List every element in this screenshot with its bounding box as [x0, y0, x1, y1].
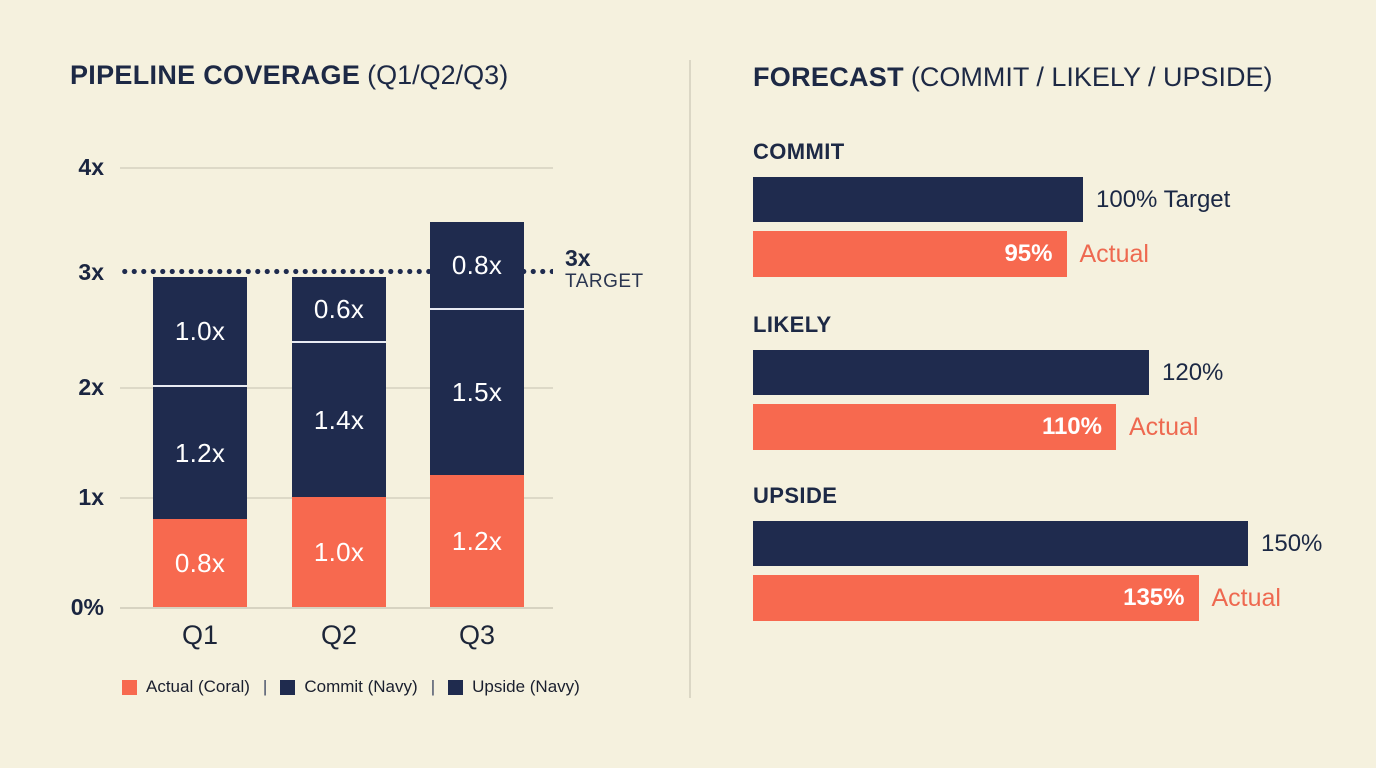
bar-segment-q3-actual: 1.2x [430, 475, 524, 607]
forecast-panel: FORECAST (COMMIT / LIKELY / UPSIDE) COMMI… [690, 0, 1376, 768]
target-annotation-value: 3x [565, 245, 591, 271]
legend-label-upside: Upside (Navy) [472, 677, 580, 696]
y-tick-1x: 1x [78, 484, 104, 510]
x-label-q3: Q3 [458, 620, 496, 650]
upside-actual-bar: 135% [753, 575, 1199, 621]
bar-segment-q3-commit: 1.5x [430, 310, 524, 475]
bar-segment-q2-actual: 1.0x [292, 497, 386, 607]
upside-actual-value: 135% [1123, 584, 1185, 611]
x-label-q1: Q1 [181, 620, 219, 650]
likely-actual-caption: Actual [1129, 412, 1199, 441]
likely-actual-value: 110% [1041, 413, 1102, 440]
legend-swatch-upside [448, 679, 464, 695]
pipeline-coverage-title-suffix: (Q1/Q2/Q3) [367, 60, 509, 90]
legend-separator: | [262, 677, 268, 696]
commit-target-row: 100% Target [753, 177, 1230, 222]
section-label-likely: LIKELY [753, 312, 832, 337]
bar-segment-label: 1.2x [451, 525, 503, 556]
legend: Actual (Coral) | Commit (Navy) | Upside … [122, 677, 580, 697]
panel-divider [689, 60, 691, 698]
y-tick-3x: 3x [78, 259, 104, 285]
x-label-q2: Q2 [320, 620, 358, 650]
commit-target-label: 100% Target [1096, 185, 1231, 213]
y-tick-0: 0% [70, 594, 104, 620]
pipeline-coverage-panel: PIPELINE COVERAGE (Q1/Q2/Q3) 4x 3x 2x 1x … [70, 60, 644, 697]
bar-segment-label: 1.5x [451, 377, 503, 407]
forecast-title-main: FORECAST [753, 62, 904, 92]
commit-actual-caption: Actual [1079, 239, 1149, 268]
target-line-3x [120, 268, 553, 275]
bar-segment-q1-upside: 1.0x [153, 277, 247, 387]
upside-target-bar [753, 521, 1248, 566]
legend-separator: | [430, 677, 436, 696]
bar-segment-label: 1.0x [313, 536, 365, 567]
section-label-commit: COMMIT [753, 139, 845, 164]
likely-target-bar [753, 350, 1149, 395]
commit-target-bar [753, 177, 1083, 222]
legend-label-actual: Actual (Coral) [146, 677, 250, 696]
y-tick-4x: 4x [78, 154, 104, 180]
bar-segment-q2-upside: 0.6x [292, 277, 386, 343]
likely-actual-row: 110% Actual [753, 404, 1198, 450]
forecast-title-suffix: (COMMIT / LIKELY / UPSIDE) [910, 62, 1273, 92]
stacked-bar-q1: 1.0x 1.2x 0.8x [153, 277, 247, 607]
pipeline-coverage-title: PIPELINE COVERAGE (Q1/Q2/Q3) [70, 60, 508, 91]
bar-segment-label: 0.8x [174, 547, 226, 578]
bar-segment-label: 1.4x [313, 404, 365, 435]
bar-segment-label: 1.0x [174, 315, 226, 346]
bar-segment-q1-commit: 1.2x [153, 387, 247, 519]
likely-target-label: 120% [1162, 358, 1224, 386]
upside-actual-row: 135% Actual [753, 575, 1281, 621]
bar-segment-label: 0.6x [313, 293, 365, 324]
likely-actual-bar: 110% [753, 404, 1116, 450]
commit-actual-bar: 95% [753, 231, 1067, 277]
target-annotation-caption: TARGET [565, 271, 644, 293]
likely-target-row: 120% [753, 350, 1223, 395]
bar-segment-label: 1.2x [174, 437, 226, 468]
stacked-bar-q3: 0.8x 1.5x 1.2x [430, 222, 524, 607]
bar-segment-q3-upside: 0.8x [430, 222, 524, 310]
commit-actual-value: 95% [1004, 240, 1053, 267]
bar-segment-label: 0.8x [451, 249, 503, 280]
commit-actual-row: 95% Actual [753, 231, 1149, 277]
upside-target-row: 150% [753, 521, 1322, 566]
upside-target-label: 150% [1261, 529, 1323, 557]
bar-segment-q1-actual: 0.8x [153, 519, 247, 607]
pipeline-coverage-title-main: PIPELINE COVERAGE [70, 60, 361, 90]
stacked-bar-q2: 0.6x 1.4x 1.0x [292, 277, 386, 607]
legend-swatch-actual [122, 679, 137, 695]
target-annotation: 3x TARGET [565, 245, 644, 293]
upside-actual-caption: Actual [1211, 583, 1281, 612]
bar-segment-q2-commit: 1.4x [292, 343, 386, 497]
legend-label-commit: Commit (Navy) [304, 677, 418, 696]
legend-swatch-commit [280, 679, 296, 695]
y-tick-2x: 2x [78, 374, 104, 400]
section-label-upside: UPSIDE [753, 483, 838, 508]
gridline-4x [120, 167, 553, 169]
gridline-baseline [120, 607, 553, 609]
forecast-title: FORECAST (COMMIT / LIKELY / UPSIDE) [753, 62, 1272, 93]
